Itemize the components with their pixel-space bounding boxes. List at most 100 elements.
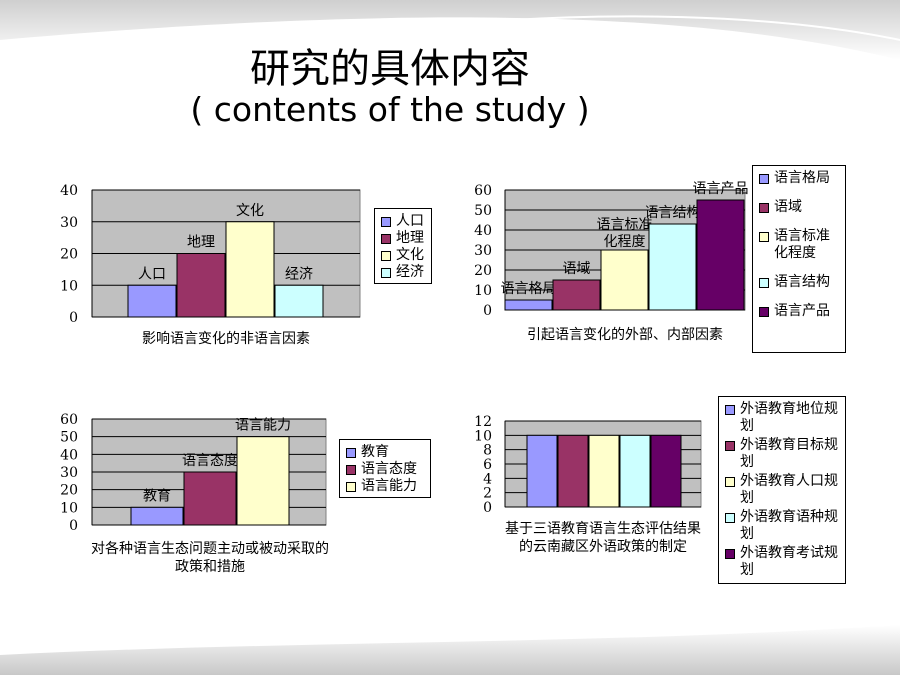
- data-label: 语言产品: [693, 181, 749, 197]
- data-label: 语言结构: [645, 205, 701, 221]
- y-tick-label: 12: [474, 414, 492, 430]
- y-tick-label: 4: [483, 471, 492, 487]
- data-label: 语言态度: [182, 453, 238, 469]
- legend-item: 语言能力: [346, 478, 426, 495]
- y-tick-label: 30: [474, 243, 492, 259]
- legend-item: 外语教育地位规划: [725, 401, 841, 435]
- y-tick-label: 50: [474, 203, 492, 219]
- legend-item: 地理: [381, 230, 427, 247]
- y-tick-label: 20: [60, 247, 78, 263]
- y-tick-label: 10: [474, 428, 492, 444]
- legend-item: 语言标准化程度: [759, 228, 841, 262]
- legend-swatch: [759, 174, 769, 184]
- chart-policies-measures-legend: 教育 语言态度 语言能力: [339, 439, 431, 498]
- y-tick-label: 30: [60, 465, 78, 481]
- bottom-swoosh: [0, 625, 900, 675]
- data-label: 语言能力: [235, 418, 291, 434]
- legend-item: 语言产品: [759, 303, 841, 320]
- bar: [619, 434, 651, 508]
- slide-subtitle: ( contents of the study ): [190, 90, 590, 129]
- y-tick-label: 40: [474, 223, 492, 239]
- legend-label: 经济: [396, 264, 424, 280]
- legend-item: 外语教育目标规划: [725, 437, 841, 471]
- bar: [648, 223, 697, 311]
- legend-label: 外语教育语种规划: [740, 509, 838, 542]
- legend-item: 语言格局: [759, 170, 841, 187]
- bar: [225, 221, 275, 318]
- legend-label: 人口: [396, 213, 424, 229]
- legend-label: 语言态度: [361, 461, 417, 477]
- legend-label: 外语教育人口规划: [740, 473, 838, 506]
- y-tick-label: 2: [483, 486, 492, 502]
- legend-label: 语域: [774, 199, 802, 215]
- bar: [600, 249, 649, 311]
- legend-label: 外语教育地位规划: [740, 401, 838, 434]
- bar: [557, 434, 589, 508]
- legend-item: 外语教育考试规划: [725, 545, 841, 579]
- y-tick-label: 60: [474, 183, 492, 199]
- bar: [588, 434, 620, 508]
- data-label: 地理: [187, 235, 215, 251]
- legend-item: 经济: [381, 264, 427, 281]
- chart-external-internal-factors-caption: 引起语言变化的外部、内部因素: [527, 327, 723, 343]
- legend-item: 外语教育人口规划: [725, 473, 841, 507]
- chart-nonlinguistic-factors-legend: 人口 地理 文化 经济: [374, 208, 432, 284]
- bar: [552, 279, 601, 311]
- bar: [183, 471, 237, 526]
- y-tick-label: 0: [69, 310, 78, 326]
- legend-swatch: [346, 448, 356, 458]
- legend-swatch: [725, 405, 735, 415]
- legend-item: 语言态度: [346, 461, 426, 478]
- legend-swatch: [346, 482, 356, 492]
- legend-swatch: [381, 217, 391, 227]
- legend-label: 语言结构: [774, 274, 830, 290]
- legend-label: 地理: [396, 230, 424, 246]
- legend-swatch: [725, 441, 735, 451]
- y-tick-label: 8: [483, 443, 492, 459]
- y-tick-label: 10: [60, 278, 78, 294]
- legend-swatch: [759, 278, 769, 288]
- data-label: 化程度: [604, 234, 646, 250]
- bar: [504, 299, 553, 311]
- top-swoosh: [0, 0, 900, 60]
- bar: [274, 284, 324, 318]
- legend-swatch: [725, 513, 735, 523]
- y-tick-label: 20: [474, 263, 492, 279]
- legend-swatch: [759, 232, 769, 242]
- legend-item: 文化: [381, 247, 427, 264]
- legend-item: 外语教育语种规划: [725, 509, 841, 543]
- legend-label: 文化: [396, 247, 424, 263]
- bar: [130, 506, 184, 526]
- slide-title: 研究的具体内容: [250, 46, 530, 92]
- legend-swatch: [381, 251, 391, 261]
- legend-swatch: [381, 268, 391, 278]
- y-tick-label: 40: [60, 183, 78, 199]
- bar: [127, 284, 177, 318]
- y-tick-label: 40: [60, 447, 78, 463]
- legend-swatch: [759, 203, 769, 213]
- data-label: 语言格局: [501, 281, 557, 297]
- bar: [526, 434, 558, 508]
- legend-swatch: [725, 549, 735, 559]
- y-tick-label: 60: [60, 412, 78, 428]
- y-tick-label: 10: [60, 500, 78, 516]
- legend-label: 语言能力: [361, 478, 417, 494]
- legend-label: 外语教育目标规划: [740, 437, 838, 470]
- data-label: 文化: [236, 203, 264, 219]
- legend-swatch: [725, 477, 735, 487]
- y-tick-label: 20: [60, 483, 78, 499]
- legend-label: 语言产品: [774, 303, 830, 319]
- legend-swatch: [759, 307, 769, 317]
- legend-item: 人口: [381, 213, 427, 230]
- legend-label: 语言格局: [774, 170, 830, 186]
- legend-swatch: [381, 234, 391, 244]
- legend-label: 外语教育考试规划: [740, 545, 838, 578]
